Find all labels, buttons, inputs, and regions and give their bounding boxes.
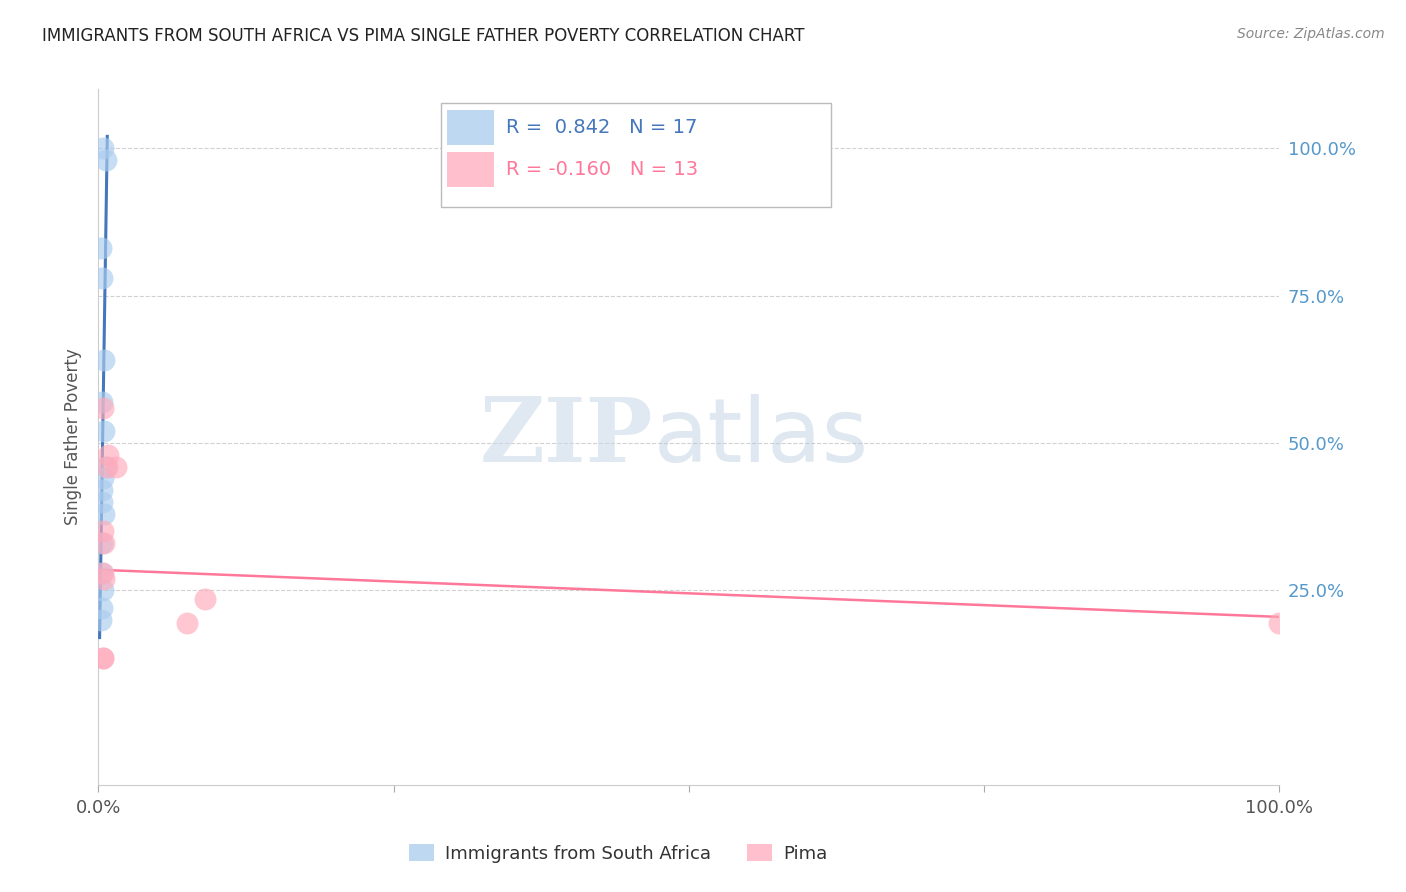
FancyBboxPatch shape	[447, 110, 494, 145]
Point	[194, 592, 217, 607]
Point	[91, 524, 114, 539]
Point	[91, 651, 114, 665]
Point	[91, 601, 114, 615]
Text: IMMIGRANTS FROM SOUTH AFRICA VS PIMA SINGLE FATHER POVERTY CORRELATION CHART: IMMIGRANTS FROM SOUTH AFRICA VS PIMA SIN…	[42, 27, 804, 45]
Point	[93, 507, 115, 521]
Point	[91, 583, 114, 598]
Point	[97, 448, 120, 462]
Text: atlas: atlas	[654, 393, 869, 481]
Point	[96, 459, 118, 474]
Point	[90, 241, 112, 255]
Text: R = -0.160   N = 13: R = -0.160 N = 13	[506, 160, 697, 178]
Point	[91, 471, 114, 485]
Text: R =  0.842   N = 17: R = 0.842 N = 17	[506, 118, 697, 137]
Point	[91, 271, 114, 285]
Point	[91, 495, 114, 509]
Y-axis label: Single Father Poverty: Single Father Poverty	[65, 349, 83, 525]
Point	[1268, 615, 1291, 630]
Point	[105, 459, 128, 474]
Point	[93, 536, 115, 550]
Point	[93, 572, 115, 586]
FancyBboxPatch shape	[447, 152, 494, 186]
Point	[91, 401, 114, 415]
Legend: Immigrants from South Africa, Pima: Immigrants from South Africa, Pima	[402, 838, 835, 870]
FancyBboxPatch shape	[441, 103, 831, 208]
Point	[91, 483, 114, 497]
Point	[91, 536, 114, 550]
Point	[91, 394, 114, 409]
Text: ZIP: ZIP	[479, 393, 654, 481]
Point	[91, 566, 114, 580]
Point	[94, 459, 117, 474]
Point	[93, 353, 115, 368]
Text: Source: ZipAtlas.com: Source: ZipAtlas.com	[1237, 27, 1385, 41]
Point	[93, 424, 115, 438]
Point	[94, 153, 117, 167]
Point	[91, 141, 114, 155]
Point	[90, 613, 112, 627]
Point	[91, 651, 114, 665]
Point	[91, 566, 114, 580]
Point	[176, 615, 198, 630]
